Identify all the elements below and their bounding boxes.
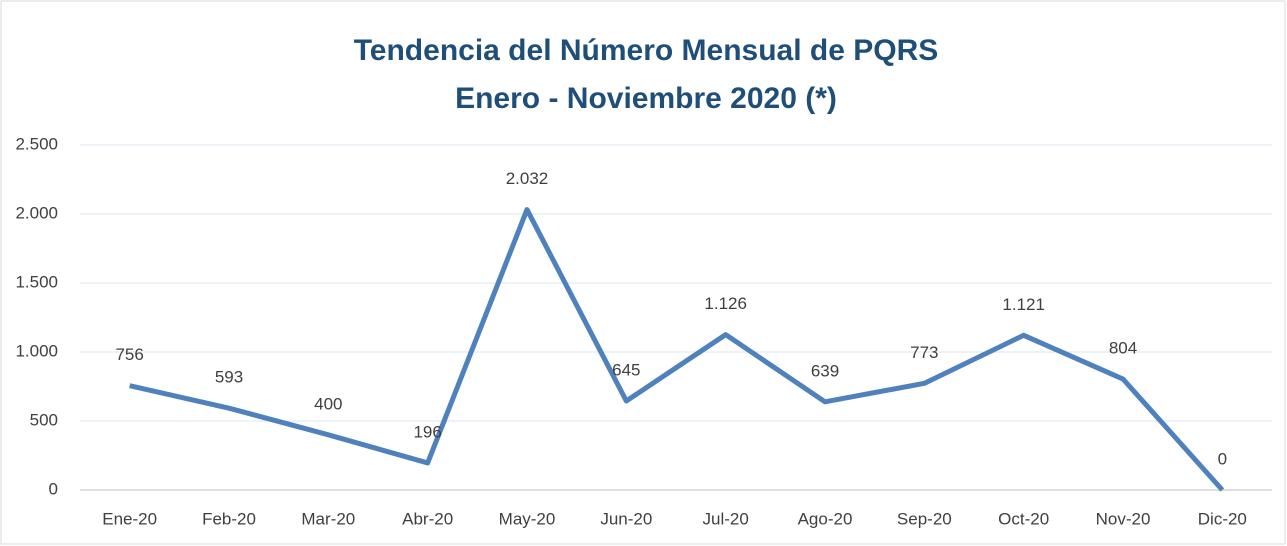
y-tick-label: 2.500 [15,134,58,153]
y-tick-label: 0 [49,479,58,498]
chart-title: Tendencia del Número Mensual de PQRS [354,34,939,67]
data-label: 645 [612,360,640,379]
data-label: 0 [1218,449,1227,468]
data-label: 1.121 [1002,295,1045,314]
x-tick-label: Oct-20 [998,509,1049,528]
x-tick-label: Nov-20 [1096,509,1151,528]
data-label: 400 [314,394,342,413]
x-tick-label: Ene-20 [102,509,157,528]
x-tick-label: May-20 [499,509,556,528]
data-label: 593 [215,368,243,387]
data-label: 1.126 [704,294,747,313]
data-label: 756 [115,345,143,364]
data-line [129,207,1225,492]
x-tick-label: Sep-20 [897,509,952,528]
x-tick-label: Feb-20 [202,509,256,528]
y-tick-label: 500 [30,410,58,429]
x-tick-label: Jun-20 [600,509,652,528]
y-tick-label: 1.500 [15,272,58,291]
data-label: 639 [811,361,839,380]
data-label: 2.032 [506,169,549,188]
x-tick-label: Mar-20 [301,509,355,528]
y-tick-label: 2.000 [15,203,58,222]
x-tick-label: Ago-20 [798,509,853,528]
y-tick-label: 1.000 [15,341,58,360]
chart-subtitle: Enero - Noviembre 2020 (*) [455,82,837,115]
data-label: 804 [1109,339,1137,358]
data-label: 773 [910,343,938,362]
x-tick-label: Dic-20 [1198,509,1247,528]
x-tick-label: Abr-20 [402,509,453,528]
x-tick-label: Jul-20 [703,509,749,528]
data-label: 196 [413,422,441,441]
